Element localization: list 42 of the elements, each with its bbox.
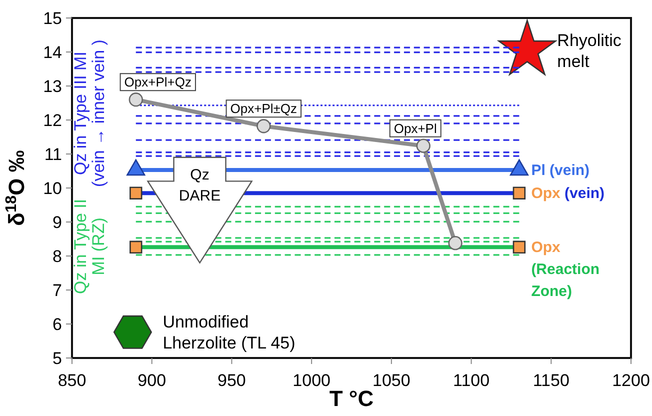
- text: (vein): [560, 185, 605, 202]
- x-tick-label: 1100: [453, 371, 490, 390]
- point: [113, 315, 152, 349]
- y-tick-label: 9: [52, 213, 62, 232]
- text: Qz in Type II MI (RZ): [71, 198, 108, 294]
- y-tick-label: 10: [43, 179, 62, 198]
- y-tick-label: 6: [52, 315, 62, 334]
- series-label: Unmodified Lherzolite (TL 45): [162, 312, 296, 353]
- series-label: Pl (vein): [531, 162, 590, 179]
- series-label: Opx: [531, 239, 562, 256]
- y-tick-label: 15: [43, 9, 62, 28]
- point: [130, 240, 142, 254]
- y-tick-label: 7: [52, 281, 62, 300]
- x-tick-label: 950: [218, 371, 246, 390]
- y-tick-label: 12: [43, 111, 62, 130]
- x-axis-title: T °C: [329, 386, 374, 411]
- point: [130, 186, 142, 200]
- point: [256, 119, 271, 134]
- y-tick-label: 8: [52, 247, 62, 266]
- x-tick-label: 1150: [532, 371, 570, 390]
- x-tick-label: 1050: [372, 371, 410, 390]
- y-tick-label: 5: [52, 349, 62, 368]
- point: [416, 138, 430, 153]
- y-tick-label: 14: [43, 43, 62, 62]
- y-tick-label: 13: [43, 77, 62, 96]
- y-tick-label: 11: [44, 145, 62, 164]
- text: Qz in Type III MI (vein → inner vein ): [71, 40, 108, 187]
- annotation: Qz DARE: [178, 166, 221, 204]
- annotation: Opx+Pl: [394, 120, 437, 136]
- point: [448, 236, 462, 250]
- annotation: Opx+Pl±Qz: [230, 101, 298, 116]
- series-label: (Reaction Zone): [531, 261, 600, 300]
- point: [512, 240, 526, 254]
- x-tick-label: 850: [58, 371, 86, 390]
- x-tick-label: 1200: [612, 371, 650, 390]
- x-tick-label: 900: [138, 371, 166, 390]
- series-label: Opx: [531, 185, 562, 202]
- point: [128, 92, 143, 107]
- x-tick-label: 1000: [292, 371, 330, 390]
- annotation: Opx+Pl+Qz: [124, 74, 192, 90]
- point: [512, 186, 526, 200]
- series-label: Rhyolitic melt: [557, 30, 622, 71]
